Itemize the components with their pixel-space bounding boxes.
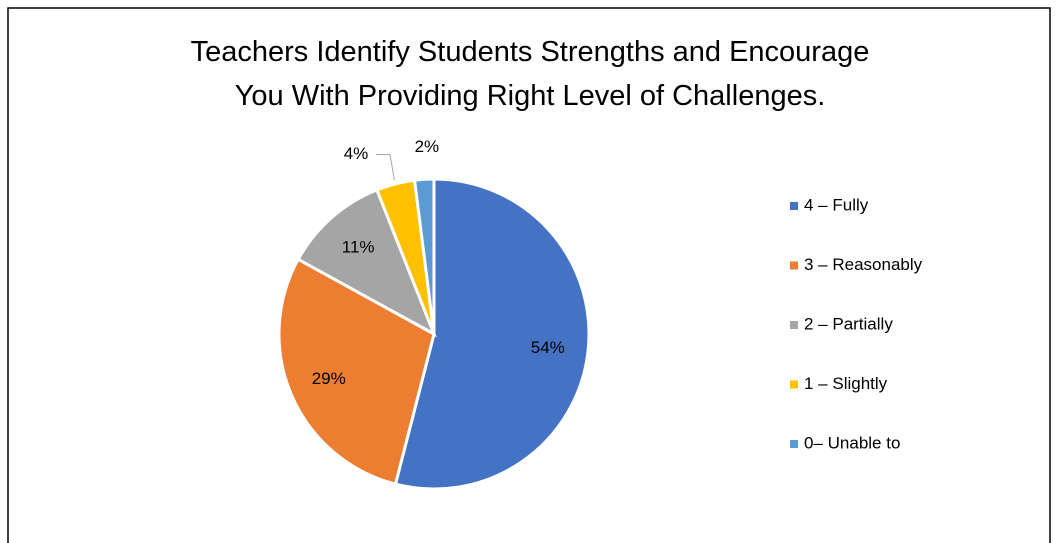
frame bbox=[7, 7, 1051, 543]
data-label: 29% bbox=[312, 369, 346, 388]
leader-line bbox=[375, 154, 395, 181]
pie-slice bbox=[296, 187, 437, 338]
legend-swatch bbox=[790, 380, 798, 389]
chart-title: Teachers Identify Students Strengths and… bbox=[190, 36, 870, 112]
data-label: 4% bbox=[344, 144, 369, 163]
legend-label: 0– Unable to bbox=[804, 433, 900, 452]
legend-swatch bbox=[790, 321, 798, 329]
legend-label: 1 – Slightly bbox=[804, 374, 888, 393]
pie-slice bbox=[412, 177, 436, 335]
data-label: 2% bbox=[415, 137, 440, 156]
legend-label: 2 – Partially bbox=[804, 314, 893, 333]
legend-label: 3 – Reasonably bbox=[804, 255, 923, 274]
legend-swatch bbox=[790, 261, 798, 270]
legend-label: 4 – Fully bbox=[804, 195, 869, 214]
data-label: 11% bbox=[342, 237, 375, 256]
legend-swatch bbox=[790, 202, 798, 210]
legend-swatch bbox=[790, 440, 798, 448]
pie-slice bbox=[277, 257, 436, 486]
data-label: 54% bbox=[531, 338, 565, 357]
pie-slice bbox=[393, 177, 591, 491]
